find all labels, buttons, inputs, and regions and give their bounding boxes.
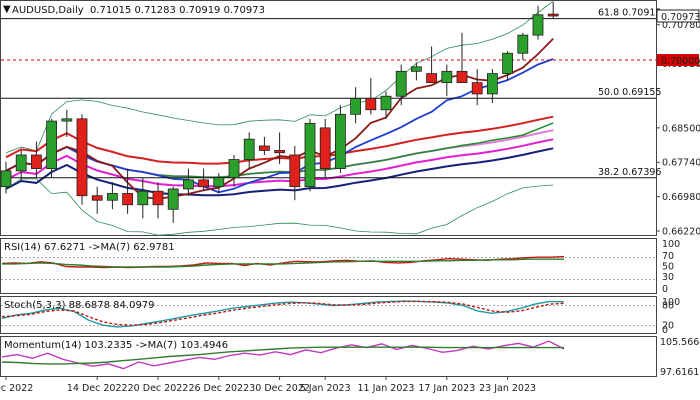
stoch-lines bbox=[1, 300, 565, 328]
stoch-axis-label: 20 bbox=[662, 321, 674, 332]
date-tick-label: 17 Jan 2023 bbox=[418, 383, 475, 394]
rsi-axis-label: 50 bbox=[662, 262, 674, 273]
stoch-panel-border bbox=[0, 296, 657, 334]
rsi-axis-label: 30 bbox=[662, 272, 674, 283]
candle-body bbox=[334, 113, 346, 169]
candle-body bbox=[532, 14, 544, 36]
candle-body bbox=[152, 190, 164, 206]
bollinger-lower bbox=[5, 178, 554, 236]
date-tick-label: 8 Dec 2022 bbox=[0, 383, 33, 394]
candle-body bbox=[517, 34, 529, 54]
candlesticks bbox=[0, 1, 559, 223]
candle-body bbox=[395, 70, 407, 97]
candle-body bbox=[380, 95, 392, 111]
header-arrow-icon: ▼ bbox=[3, 4, 11, 15]
rsi-panel-border bbox=[0, 238, 657, 294]
fibonacci-levels: 61.8 0.70915 50.0 0.69155 38.2 0.67396 bbox=[1, 8, 661, 179]
rsi-axis-label: 70 bbox=[662, 251, 674, 262]
stoch-title: Stoch(5,3,3) 88.6878 84.0979 bbox=[4, 300, 155, 311]
ma-blue-line bbox=[5, 58, 554, 194]
ma-magenta-line bbox=[5, 138, 554, 188]
level-price-tag bbox=[657, 54, 699, 67]
candle-body bbox=[547, 13, 559, 17]
candle-body bbox=[198, 179, 210, 188]
stoch-series-0 bbox=[1, 300, 565, 328]
date-tick-label: 11 Jan 2023 bbox=[358, 383, 415, 394]
ma-navy-line bbox=[5, 147, 554, 197]
candle-body bbox=[289, 154, 301, 188]
date-tick-label: 20 Dec 2022 bbox=[128, 383, 189, 394]
momentum-axis-label: 105.5664 bbox=[660, 337, 700, 348]
stoch-series-1 bbox=[1, 300, 565, 326]
price-tick-label: 0.70780 bbox=[662, 20, 700, 31]
candle-body bbox=[167, 188, 179, 210]
candle-body bbox=[76, 118, 88, 197]
date-tick-label: 5 Jan 2023 bbox=[300, 383, 351, 394]
candle-body bbox=[30, 154, 42, 169]
candle-body bbox=[213, 177, 225, 188]
candle-body bbox=[258, 145, 270, 151]
rsi-title: RSI(14) 67.6271 ->MA(7) 62.9781 bbox=[4, 242, 175, 253]
ohlc-label: 0.71015 0.71283 0.70919 0.70973 bbox=[90, 5, 265, 16]
candle-body bbox=[350, 98, 362, 115]
price-axis: 0.707800.699200.685000.677400.669800.662… bbox=[656, 9, 700, 238]
candle-body bbox=[319, 127, 331, 169]
price-tick-label: 0.67740 bbox=[662, 158, 700, 169]
candle-body bbox=[122, 193, 133, 206]
candle-body bbox=[243, 138, 255, 160]
candle-body bbox=[410, 66, 422, 72]
candle-body bbox=[486, 73, 498, 95]
momentum-lines bbox=[1, 340, 565, 370]
rsi-series-1 bbox=[2, 258, 564, 268]
momentum-panel-border bbox=[0, 336, 657, 377]
momentum-title: Momentum(14) 103.2335 ->MA(7) 103.4946 bbox=[4, 340, 228, 351]
momentum-series-1 bbox=[1, 346, 564, 365]
price-tick-label: 0.68500 bbox=[662, 123, 700, 134]
candle-body bbox=[91, 195, 103, 201]
candle-body bbox=[426, 73, 438, 84]
rsi-axis-label: 100 bbox=[662, 239, 680, 250]
fib-level-label: 50.0 0.69155 bbox=[598, 87, 661, 98]
candle-body bbox=[502, 52, 514, 74]
candle-body bbox=[46, 120, 57, 169]
rsi-axis-label: 0 bbox=[662, 284, 668, 295]
candle-body bbox=[471, 82, 483, 95]
candle-body bbox=[61, 118, 73, 122]
candle-body bbox=[182, 179, 194, 190]
current-price-label: 0.70973 bbox=[661, 12, 700, 23]
price-tick-label: 0.66980 bbox=[662, 192, 700, 203]
rsi-lines bbox=[1, 255, 565, 269]
symbol-label: AUDUSD,Daily bbox=[12, 5, 84, 16]
candle-body bbox=[274, 150, 286, 154]
candle-body bbox=[456, 70, 468, 84]
date-tick-label: 30 Dec 2022 bbox=[249, 383, 310, 394]
candle-body bbox=[137, 190, 149, 206]
candle-body bbox=[107, 193, 118, 201]
date-tick-label: 23 Jan 2023 bbox=[479, 383, 536, 394]
level-price-label: 0.70000 bbox=[661, 56, 700, 67]
stoch-axis-label: 80 bbox=[662, 300, 674, 311]
candle-body bbox=[15, 154, 27, 172]
candle-body bbox=[365, 98, 377, 111]
current-price-tag bbox=[656, 9, 700, 23]
fib-level-label: 38.2 0.67396 bbox=[598, 167, 661, 178]
stoch-axis-label: 0 bbox=[662, 325, 668, 336]
main-panel-border bbox=[0, 0, 657, 236]
moving-averages bbox=[5, 37, 554, 200]
stoch-axis-label: 100 bbox=[662, 297, 680, 308]
date-tick-label: 14 Dec 2022 bbox=[67, 383, 128, 394]
candle-body bbox=[304, 122, 316, 188]
bollinger-bands bbox=[5, 0, 554, 236]
candle-body bbox=[228, 159, 240, 179]
candle-body bbox=[0, 170, 12, 188]
candle-body bbox=[441, 70, 453, 84]
price-tick-label: 0.66220 bbox=[662, 227, 700, 238]
date-tick-label: 26 Dec 2022 bbox=[188, 383, 249, 394]
momentum-axis-label: 97.6161 bbox=[660, 367, 699, 378]
fib-level-label: 61.8 0.70915 bbox=[598, 8, 661, 19]
